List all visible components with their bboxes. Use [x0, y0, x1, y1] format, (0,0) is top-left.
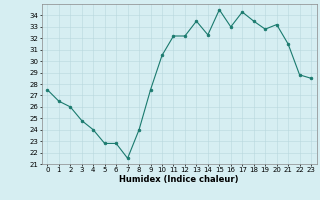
X-axis label: Humidex (Indice chaleur): Humidex (Indice chaleur)	[119, 175, 239, 184]
